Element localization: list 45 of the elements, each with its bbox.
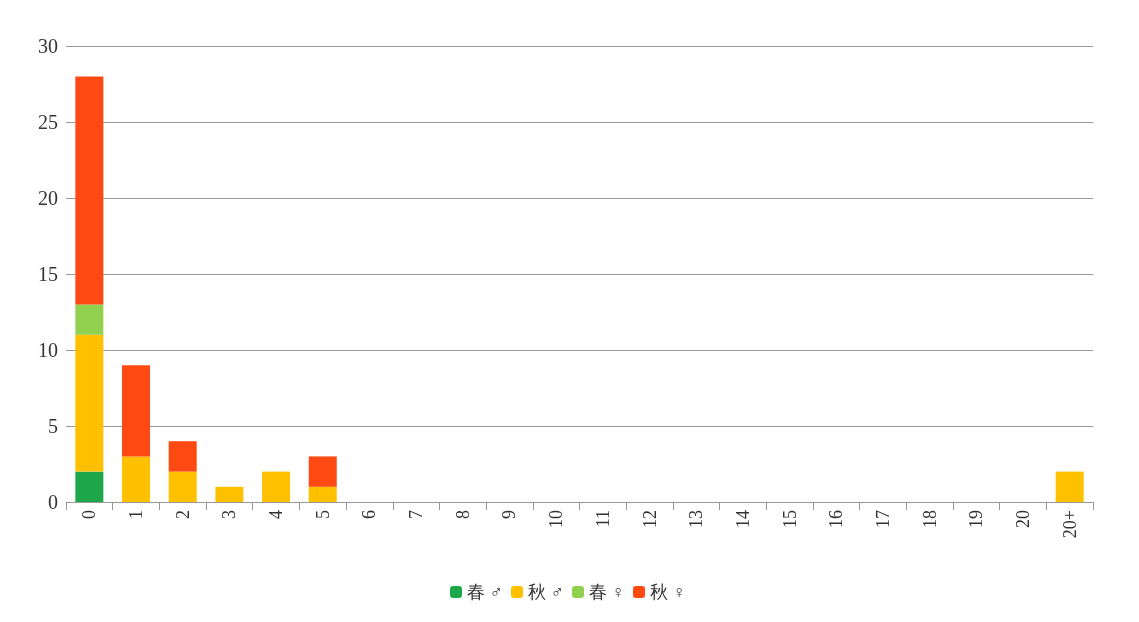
x-tick-label: 3: [219, 510, 240, 519]
x-tick-label: 10: [546, 510, 567, 528]
x-tick-label: 16: [826, 510, 847, 528]
x-tick-label: 20+: [1059, 510, 1080, 539]
x-tick-label: 13: [686, 510, 707, 528]
y-tick-label: 10: [38, 339, 58, 361]
y-tick-label: 25: [38, 111, 58, 133]
bar: [122, 365, 151, 457]
bar: [1055, 471, 1084, 502]
x-tick-label: 6: [359, 510, 380, 519]
bar: [75, 334, 104, 472]
x-tick-label: 18: [919, 510, 940, 528]
legend-label: 秋 ♂: [528, 582, 564, 602]
x-tick-label: 0: [79, 510, 100, 519]
x-tick-label: 11: [592, 510, 613, 528]
x-tick-label: 12: [639, 510, 660, 528]
bar: [262, 471, 291, 502]
bar: [215, 486, 244, 502]
x-tick-label: 7: [406, 510, 427, 519]
bar: [168, 441, 197, 472]
bar: [122, 456, 151, 502]
x-tick-label: 17: [872, 510, 893, 528]
legend-label: 春 ♀: [589, 582, 625, 602]
x-tick-label: 8: [452, 510, 473, 519]
x-tick-label: 4: [266, 510, 287, 519]
x-tick-label: 15: [779, 510, 800, 528]
bar: [75, 304, 104, 335]
bar: [75, 76, 104, 305]
y-tick-label: 5: [48, 415, 58, 437]
x-tick-label: 19: [966, 510, 987, 528]
x-tick-label: 1: [126, 510, 147, 519]
bar: [168, 471, 197, 502]
y-tick-label: 30: [38, 35, 58, 57]
bar: [308, 456, 337, 487]
y-tick-label: 20: [38, 187, 58, 209]
legend-label: 秋 ♀: [650, 582, 686, 602]
x-tick-label: 9: [499, 510, 520, 519]
x-tick-label: 5: [312, 510, 333, 519]
y-tick-label: 15: [38, 263, 58, 285]
x-tick-label: 20: [1012, 510, 1033, 528]
x-tick-label: 14: [732, 510, 753, 528]
bar: [308, 486, 337, 502]
legend-label: 春 ♂: [467, 582, 503, 602]
x-tick-label: 2: [172, 510, 193, 519]
bar: [75, 471, 104, 502]
